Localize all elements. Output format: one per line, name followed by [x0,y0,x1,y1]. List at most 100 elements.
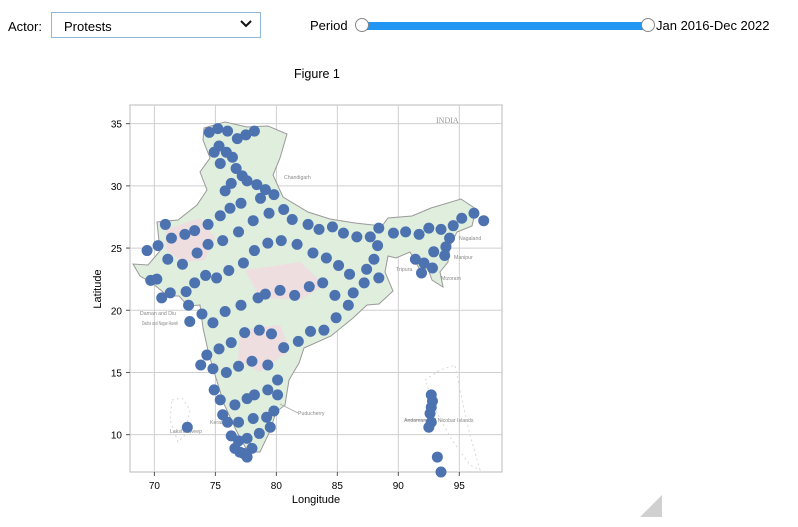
data-point [264,421,276,433]
place-label-daman-and-diu: Daman and Diu [140,311,176,317]
data-point [426,262,438,274]
data-point [303,281,315,293]
data-point [272,374,284,386]
data-point [181,421,193,433]
data-point [351,231,363,243]
actor-selected-value: Protests [64,19,112,34]
slider-start-handle[interactable] [355,18,369,32]
x-axis-label: Longitude [292,494,340,506]
y-tick-label: 15 [111,368,123,379]
data-point [241,393,253,405]
y-tick-label: 25 [111,244,123,255]
data-point [202,218,214,230]
data-point [233,360,245,372]
data-point [159,218,171,230]
data-point [435,223,447,235]
y-axis-label: Latitude [92,269,104,308]
figure-title: Figure 1 [294,67,340,81]
resize-grip-icon[interactable] [640,495,662,517]
data-point [372,240,384,252]
x-tick-label: 75 [210,481,222,492]
data-point [248,125,260,137]
data-point [255,192,267,204]
period-readout: Jan 2016-Dec 2022 [656,18,770,33]
data-point [435,466,447,478]
x-tick-label: 85 [332,481,344,492]
data-point [229,399,241,411]
place-label-dadra-nagar-haveli: Dadra and Nagar Haveli [142,321,178,327]
data-point [189,277,201,289]
data-point [416,267,428,279]
data-point [292,335,304,347]
data-point [342,299,354,311]
data-point [200,269,212,281]
chevron-down-icon [240,20,252,28]
data-point [423,222,435,234]
period-range-slider[interactable] [355,18,655,34]
slider-end-handle[interactable] [641,18,655,32]
data-point [440,241,452,253]
data-point [233,226,245,238]
data-point [261,411,273,423]
data-point [265,328,277,340]
data-point [368,253,380,265]
data-point [400,226,412,238]
protest-event-points [141,123,490,478]
data-point [278,342,290,354]
data-point [358,277,370,289]
y-tick-label: 10 [111,431,123,442]
data-point [413,228,425,240]
data-point [225,430,237,442]
data-point [162,253,174,265]
period-label: Period [310,18,348,33]
data-point [208,146,220,158]
data-point [373,222,385,234]
data-point [329,289,341,301]
data-point [222,416,234,428]
data-point [424,408,436,420]
data-point [179,228,191,240]
data-point [344,268,356,280]
data-point [259,184,271,196]
place-label-nagaland: Nagaland [459,236,481,242]
data-point [364,231,376,243]
data-point [240,129,252,141]
data-point [347,287,359,299]
data-point [203,126,215,138]
data-point [241,175,253,187]
data-point [212,123,224,135]
y-tick-label: 20 [111,306,123,317]
data-point [274,284,286,296]
place-label-andaman-nicobar: Andaman and Nicobar Islands [404,418,474,424]
data-point [478,215,490,227]
data-point [214,210,226,222]
data-point [447,220,459,232]
data-point [184,315,196,327]
data-point [313,223,325,235]
data-point [330,312,342,324]
data-point [246,355,258,367]
data-point [239,327,251,339]
data-point [220,366,232,378]
data-point [268,405,280,417]
data-point [305,325,317,337]
data-point [302,218,314,230]
place-label-mizoram: Mizoram [441,276,461,282]
data-point [333,259,345,271]
data-point [202,238,214,250]
data-point [207,363,219,375]
actor-dropdown[interactable]: Protests [51,12,261,38]
data-point [262,359,274,371]
state-pink-west [165,218,215,262]
data-point [231,133,243,145]
data-point [217,235,229,247]
data-point [219,306,231,318]
data-point [235,197,247,209]
data-point [235,299,247,311]
data-point [237,257,249,269]
data-point [183,299,195,311]
data-point [246,442,258,454]
data-point [307,247,319,259]
data-point [248,245,260,257]
